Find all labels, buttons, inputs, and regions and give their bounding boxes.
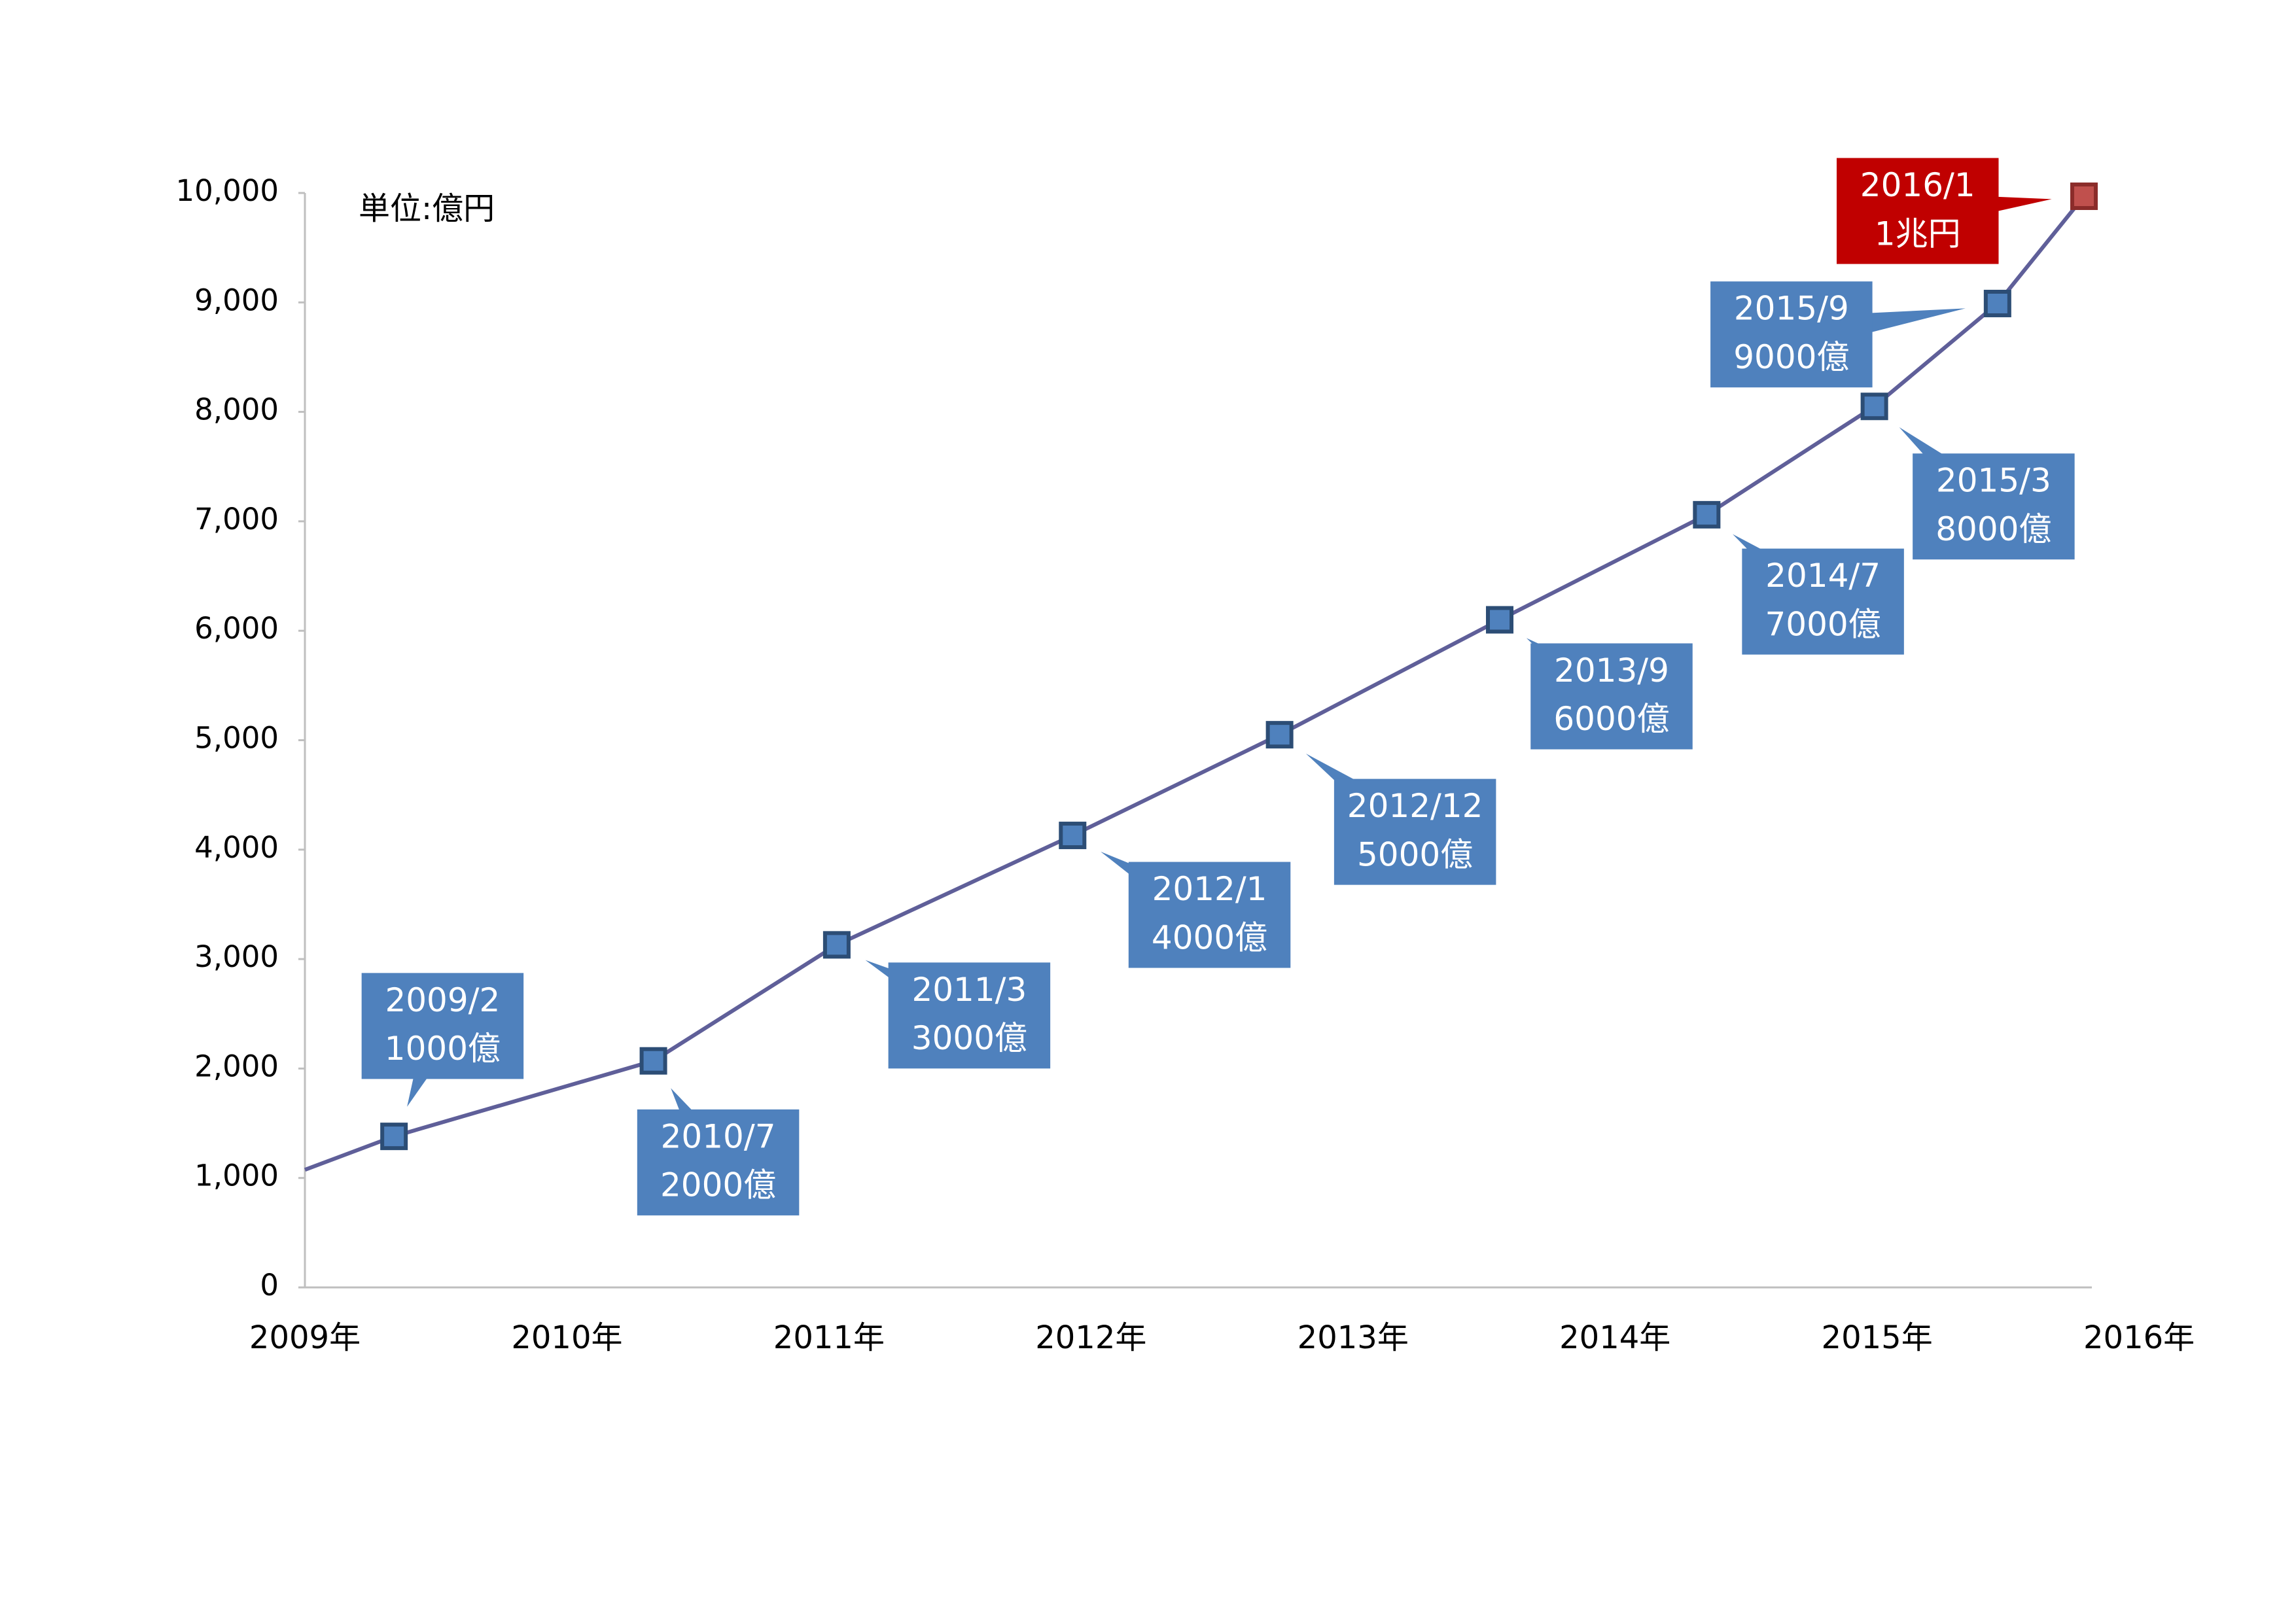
y-tick-label: 0 <box>260 1268 279 1302</box>
marker <box>1693 500 1721 529</box>
marker <box>2070 183 2098 211</box>
callout-text: 2013/9 <box>1554 652 1669 689</box>
callout-text: 2012/1 <box>1152 870 1267 908</box>
callout-text: 2012/12 <box>1347 787 1483 825</box>
callout-text: 8000億 <box>1935 510 2051 548</box>
callout-box <box>361 973 524 1079</box>
callout-text: 2016/1 <box>1860 166 1975 204</box>
callout-text: 2011/3 <box>911 971 1027 1009</box>
marker <box>822 931 851 959</box>
callout-text: 1000億 <box>385 1030 501 1068</box>
callout-box <box>637 1109 800 1215</box>
y-tick-label: 8,000 <box>194 393 279 427</box>
x-tick-label: 2015年 <box>1822 1319 1933 1356</box>
callout-text: 2015/3 <box>1936 462 2051 500</box>
x-tick-label: 2009年 <box>249 1319 361 1356</box>
x-tick-label: 2011年 <box>773 1319 885 1356</box>
marker <box>1486 606 1514 634</box>
callout-text: 4000億 <box>1152 918 1267 956</box>
x-tick-label: 2013年 <box>1298 1319 1409 1356</box>
callout-text: 2010/7 <box>661 1117 776 1155</box>
x-tick-label: 2012年 <box>1035 1319 1146 1356</box>
y-tick-label: 4,000 <box>194 830 279 865</box>
x-tick-label: 2010年 <box>511 1319 622 1356</box>
callout-box <box>1710 281 1873 388</box>
callout-text: 2009/2 <box>385 981 500 1019</box>
callout-box <box>1836 158 1999 264</box>
x-tick-label: 2016年 <box>2083 1319 2195 1356</box>
x-tick-label: 2014年 <box>1559 1319 1670 1356</box>
callout-box <box>1333 778 1496 885</box>
callout-box <box>1913 453 2075 560</box>
callout-text: 2014/7 <box>1765 557 1881 595</box>
y-tick-label: 10,000 <box>176 173 279 208</box>
marker <box>1059 822 1087 850</box>
callout-box <box>888 962 1051 1069</box>
y-tick-label: 3,000 <box>194 939 279 974</box>
callout-text: 3000億 <box>911 1019 1027 1057</box>
marker <box>1983 289 2011 317</box>
callout-text: 6000億 <box>1553 700 1669 738</box>
callout-text: 2000億 <box>660 1166 776 1204</box>
callout-text: 9000億 <box>1733 338 1849 376</box>
y-tick-label: 5,000 <box>194 721 279 756</box>
callout-box <box>1742 548 1904 655</box>
unit-label: 単位:億円 <box>359 190 495 227</box>
callout-text: 1兆円 <box>1875 215 1961 253</box>
callout-text: 7000億 <box>1765 605 1881 643</box>
y-tick-label: 7,000 <box>194 502 279 536</box>
callout-text: 5000億 <box>1357 835 1473 873</box>
callout-box <box>1530 643 1693 750</box>
marker <box>1265 721 1294 749</box>
y-tick-label: 1,000 <box>194 1159 279 1193</box>
marker <box>639 1047 667 1075</box>
marker <box>380 1123 408 1151</box>
y-tick-label: 9,000 <box>194 283 279 317</box>
marker <box>1860 393 1888 421</box>
y-tick-label: 6,000 <box>194 611 279 646</box>
callout-box <box>1128 862 1291 968</box>
y-tick-label: 2,000 <box>194 1049 279 1083</box>
callout-text: 2015/9 <box>1734 290 1849 328</box>
